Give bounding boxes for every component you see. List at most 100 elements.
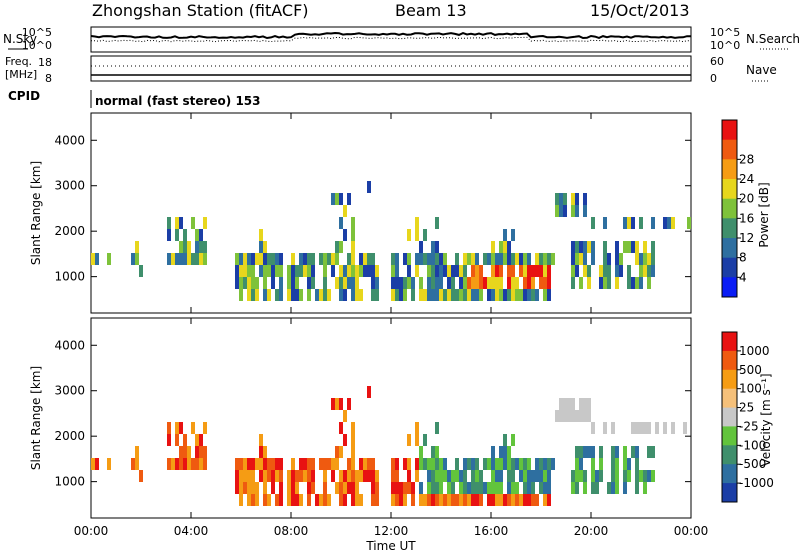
heatmap-cell xyxy=(395,458,399,470)
nsearch-tick-bottom: 10^0 xyxy=(710,39,740,52)
heatmap-cell xyxy=(543,289,547,301)
heatmap-cell xyxy=(543,458,547,470)
x-tick-label: 16:00 xyxy=(474,524,509,538)
heatmap-cell xyxy=(427,482,431,494)
heatmap-cell xyxy=(199,229,203,241)
heatmap-cell xyxy=(343,289,347,301)
heatmap-cell xyxy=(307,253,311,265)
heatmap-cell xyxy=(451,277,455,289)
heatmap-cell xyxy=(287,277,291,289)
heatmap-cell xyxy=(407,470,411,482)
heatmap-cell xyxy=(259,265,263,277)
x-tick-label: 00:00 xyxy=(74,524,109,538)
heatmap-cell xyxy=(335,398,339,410)
heatmap-cell xyxy=(399,482,403,494)
nsky-strip-frame xyxy=(90,26,692,53)
heatmap-cell xyxy=(391,289,395,301)
heatmap-cell xyxy=(519,289,523,301)
heatmap-cell xyxy=(531,470,535,482)
heatmap-cell xyxy=(235,482,239,494)
heatmap-cell xyxy=(415,434,419,446)
heatmap-cell xyxy=(315,494,319,506)
heatmap-cell xyxy=(335,482,339,494)
heatmap-cell xyxy=(295,277,299,289)
heatmap-cell xyxy=(455,253,459,265)
heatmap-cell xyxy=(299,458,303,470)
heatmap-cell xyxy=(535,253,539,265)
heatmap-cell xyxy=(243,253,247,265)
heatmap-cell xyxy=(191,253,195,265)
heatmap-cell xyxy=(531,494,535,506)
heatmap-cell xyxy=(427,289,431,301)
nsky-label: N.Sky xyxy=(3,32,37,46)
heatmap-cell xyxy=(391,482,395,494)
heatmap-cell xyxy=(435,217,439,229)
heatmap-cell xyxy=(251,494,255,506)
heatmap-cell xyxy=(559,193,563,205)
heatmap-cell xyxy=(627,458,631,470)
heatmap-cell xyxy=(131,253,135,265)
heatmap-cell xyxy=(415,265,419,277)
heatmap-cell xyxy=(631,422,635,434)
heatmap-cell xyxy=(291,482,295,494)
heatmap-cell xyxy=(139,470,143,482)
heatmap-cell xyxy=(443,470,447,482)
heatmap-cell xyxy=(363,458,367,470)
heatmap-cell xyxy=(439,265,443,277)
heatmap-cell xyxy=(507,241,511,253)
heatmap-cell xyxy=(343,277,347,289)
heatmap-cell xyxy=(471,470,475,482)
heatmap-cell xyxy=(511,229,515,241)
heatmap-cell xyxy=(135,446,139,458)
heatmap-cell xyxy=(527,470,531,482)
heatmap-cell xyxy=(279,458,283,470)
heatmap-cell xyxy=(523,277,527,289)
heatmap-cell xyxy=(291,277,295,289)
colorbar-segment xyxy=(722,277,737,298)
heatmap-cell xyxy=(347,398,351,410)
heatmap-cell xyxy=(551,458,555,470)
heatmap-cell xyxy=(339,277,343,289)
heatmap-cell xyxy=(259,229,263,241)
heatmap-cell xyxy=(435,265,439,277)
heatmap-cell xyxy=(443,253,447,265)
heatmap-cell xyxy=(639,470,643,482)
heatmap-cell xyxy=(351,241,355,253)
heatmap-cell xyxy=(535,265,539,277)
heatmap-cell xyxy=(435,446,439,458)
heatmap-cell xyxy=(187,253,191,265)
heatmap-cell xyxy=(391,253,395,265)
heatmap-cell xyxy=(359,458,363,470)
colorbar-segment xyxy=(722,159,737,180)
heatmap-cell xyxy=(471,458,475,470)
heatmap-cell xyxy=(367,458,371,470)
heatmap-cell xyxy=(571,253,575,265)
nsearch-label: N.Search xyxy=(746,32,800,46)
heatmap-cell xyxy=(443,458,447,470)
heatmap-cell xyxy=(451,470,455,482)
colorbar-tick-label: -25 xyxy=(739,419,759,433)
heatmap-cell xyxy=(179,217,183,229)
heatmap-cell xyxy=(355,494,359,506)
heatmap-cell xyxy=(431,241,435,253)
heatmap-cell xyxy=(287,482,291,494)
heatmap-cell xyxy=(499,253,503,265)
heatmap-cell xyxy=(347,265,351,277)
heatmap-cell xyxy=(523,265,527,277)
station-title: Zhongshan Station (fitACF) xyxy=(92,1,309,20)
heatmap-cell xyxy=(587,241,591,253)
heatmap-cell xyxy=(347,482,351,494)
heatmap-cell xyxy=(591,446,595,458)
heatmap-cell xyxy=(419,289,423,301)
heatmap-cell xyxy=(547,470,551,482)
heatmap-cell xyxy=(455,494,459,506)
heatmap-cell xyxy=(167,217,171,229)
heatmap-cell xyxy=(643,265,647,277)
heatmap-cell xyxy=(507,289,511,301)
heatmap-cell xyxy=(107,458,111,470)
heatmap-cell xyxy=(543,482,547,494)
colorbar-tick-label: -100 xyxy=(739,438,766,452)
heatmap-cell xyxy=(339,241,343,253)
heatmap-cell xyxy=(547,289,551,301)
heatmap-cell xyxy=(403,289,407,301)
